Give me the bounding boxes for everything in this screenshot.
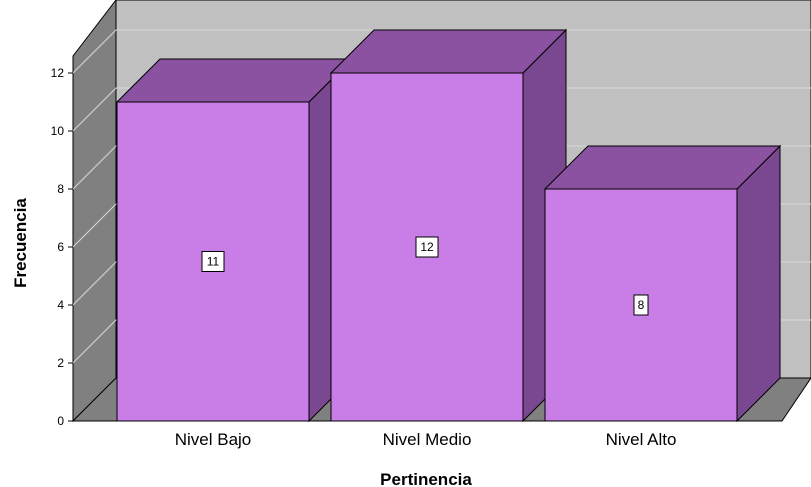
bar: 12 [329, 28, 568, 423]
bar: 8 [543, 144, 782, 423]
y-tick-label: 2 [57, 356, 64, 370]
bar-side-face [736, 144, 781, 423]
y-tick-label: 0 [57, 414, 64, 428]
y-tick-label: 8 [57, 182, 64, 196]
y-tick-label: 10 [51, 124, 65, 138]
gridline [72, 87, 811, 132]
y-tick-label: 4 [57, 298, 64, 312]
y-axis-ticks: 0 2 4 6 8 10 12 [51, 66, 73, 428]
data-label-box [633, 294, 649, 316]
data-label: 8 [638, 298, 645, 312]
data-label: 12 [420, 240, 434, 254]
y-axis-title: Frecuencia [11, 198, 30, 288]
bar: 11 [115, 57, 354, 423]
gridline [72, 145, 811, 190]
gridline [72, 29, 811, 74]
x-axis-title: Pertinencia [380, 470, 472, 487]
data-label: 11 [207, 255, 220, 269]
x-category-label: Nivel Bajo [175, 430, 252, 449]
x-axis-categories: Nivel Bajo Nivel Medio Nivel Alto [175, 430, 677, 449]
chart-bars: 11 12 8 [115, 28, 782, 423]
x-category-label: Nivel Alto [606, 430, 677, 449]
y-tick-label: 6 [57, 240, 64, 254]
y-tick-label: 12 [51, 66, 65, 80]
data-label-box [201, 251, 225, 272]
data-label-box [415, 236, 439, 258]
x-category-label: Nivel Medio [383, 430, 472, 449]
